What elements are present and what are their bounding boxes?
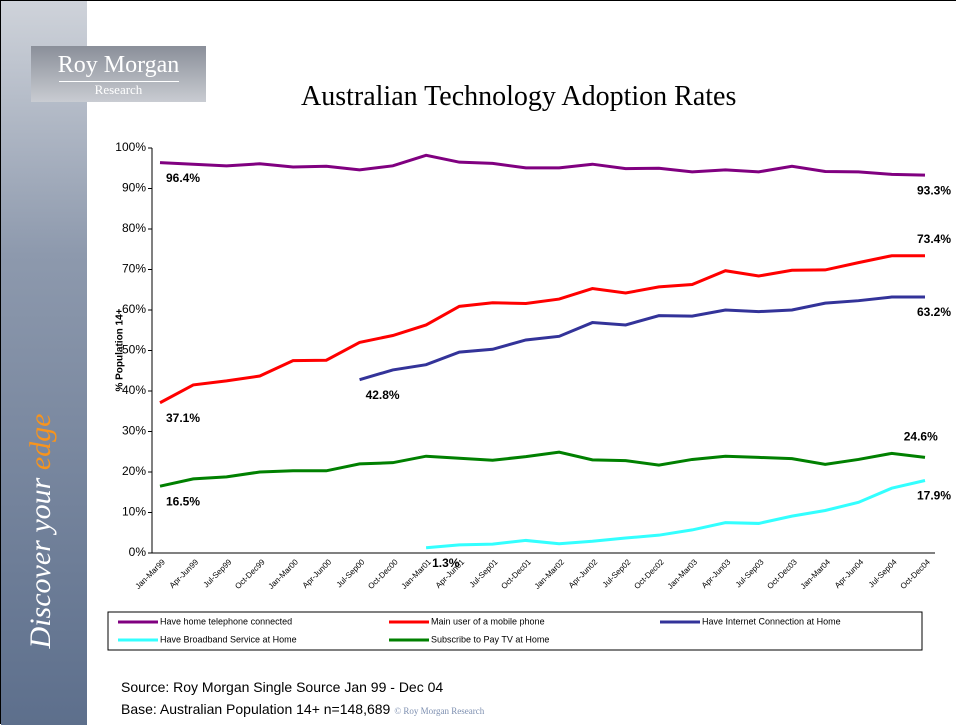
y-tick-label: 50% [122,343,146,357]
data-label: 16.5% [166,494,200,508]
y-tick-label: 40% [122,383,146,397]
y-tick-label: 100% [115,140,146,154]
data-label: 1.3% [432,556,460,570]
x-tick-label: Oct-Dec01 [499,557,533,591]
series-line [426,481,925,548]
x-tick-label: Apr-Jun02 [567,557,600,590]
x-tick-label: Jan-Mar01 [400,557,434,591]
x-tick-label: Jan-Mar04 [799,557,833,591]
x-tick-label: Jan-Mar99 [133,557,167,591]
x-tick-label: Oct-Dec00 [366,557,400,591]
x-tick-label: Oct-Dec99 [233,557,267,591]
x-tick-label: Apr-Jun04 [833,557,866,590]
series-line [160,155,925,175]
legend-label: Subscribe to Pay TV at Home [431,634,549,644]
x-tick-label: Jul-Sep03 [734,557,766,589]
series-line [360,297,925,380]
legend-label: Have home telephone connected [160,616,292,626]
data-label: 63.2% [917,305,951,319]
data-label: 24.6% [904,430,938,444]
series-line [160,452,925,486]
x-tick-label: Jul-Sep99 [202,557,234,589]
x-tick-label: Apr-Jun00 [301,557,334,590]
legend-label: Have Internet Connection at Home [702,616,841,626]
data-label: 73.4% [917,232,951,246]
chart: % Population 14+ 0%10%20%30%40%50%60%70%… [0,0,957,725]
y-tick-label: 30% [122,424,146,438]
y-tick-label: 10% [122,505,146,519]
x-tick-label: Oct-Dec02 [632,557,666,591]
x-tick-label: Jan-Mar03 [666,557,700,591]
data-label: 17.9% [917,489,951,503]
y-tick-label: 0% [129,545,147,559]
data-label: 37.1% [166,411,200,425]
y-tick-label: 60% [122,302,146,316]
x-tick-label: Jan-Mar02 [533,557,567,591]
x-tick-label: Jul-Sep01 [468,557,500,589]
x-tick-label: Jul-Sep02 [601,557,633,589]
legend-label: Have Broadband Service at Home [160,634,297,644]
x-tick-label: Oct-Dec04 [899,557,933,591]
y-tick-label: 70% [122,262,146,276]
x-tick-label: Oct-Dec03 [765,557,799,591]
x-tick-label: Apr-Jun03 [700,557,733,590]
legend-label: Main user of a mobile phone [431,616,545,626]
data-label: 93.3% [917,183,951,197]
series-line [160,256,925,403]
data-label: 96.4% [166,171,200,185]
x-tick-label: Jan-Mar00 [267,557,301,591]
x-tick-label: Jul-Sep04 [867,557,899,589]
y-tick-label: 80% [122,221,146,235]
x-tick-label: Jul-Sep00 [335,557,367,589]
y-tick-label: 20% [122,464,146,478]
data-label: 42.8% [366,388,400,402]
y-tick-label: 90% [122,181,146,195]
x-tick-label: Apr-Jun99 [168,557,201,590]
